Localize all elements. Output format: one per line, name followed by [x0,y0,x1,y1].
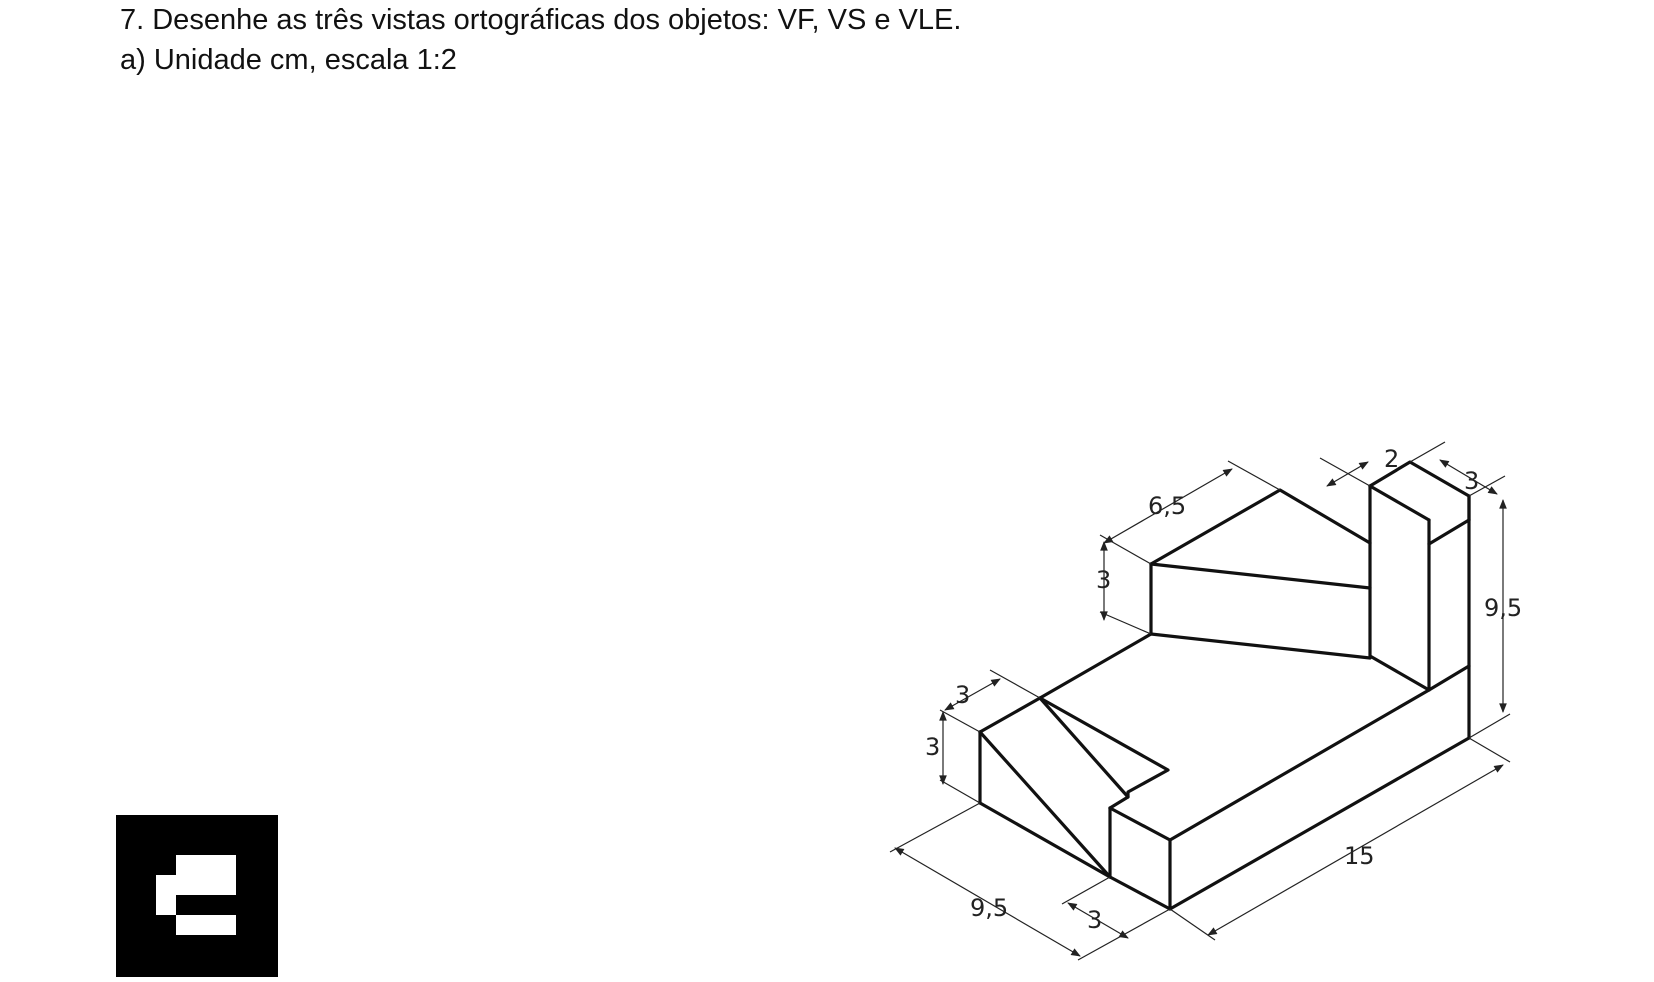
question-item-a: a) Unidade cm, escala 1:2 [120,44,457,76]
dimension-label-3-top-right: 3 [1464,467,1479,495]
fiducial-marker [116,815,278,977]
question-statement: 7. Desenhe as três vistas ortográficas d… [120,4,962,36]
dimension-label-3-bottom: 3 [1087,906,1102,934]
question-text: 7. Desenhe as três vistas ortográficas d… [120,0,961,80]
dimension-label-3-step-height: 3 [925,733,940,761]
dimension-label-2: 2 [1384,445,1399,473]
dimension-label-3-upper-left: 3 [1096,566,1111,594]
dimension-label-3-step-width: 3 [955,681,970,709]
dimension-label-9-5-bottom: 9,5 [970,894,1008,922]
dimension-label-15: 15 [1344,842,1375,870]
dimension-labels: 6,5 2 3 3 9,5 3 3 15 9,5 3 [925,445,1522,934]
marker-background [116,815,278,977]
marker-pattern [156,855,236,935]
dimension-lines [889,441,1511,961]
dimension-label-6-5: 6,5 [1148,492,1186,520]
dimension-label-9-5-right: 9,5 [1484,594,1522,622]
object-outline [978,460,1471,911]
